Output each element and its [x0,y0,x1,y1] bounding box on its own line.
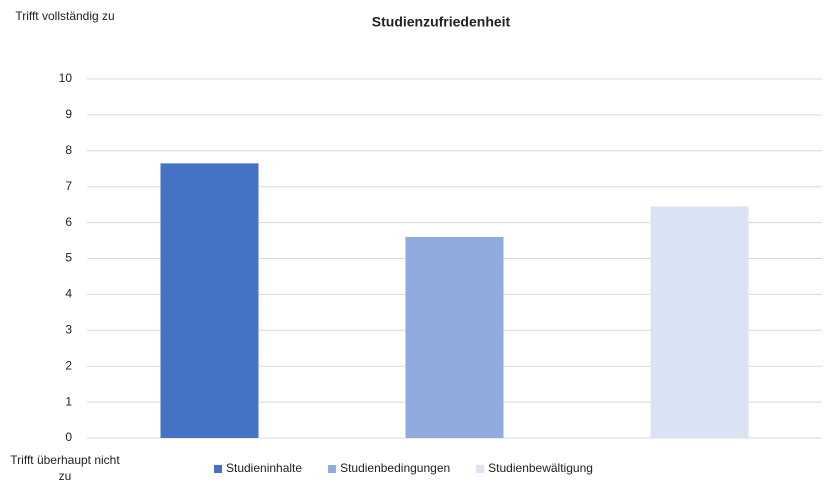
y-tick-label: 8 [65,143,72,157]
chart-title: Studienzufriedenheit [372,14,511,30]
y-tick-label: 4 [65,287,72,301]
y-bottom-label: Trifft überhaupt nicht zu [10,453,120,483]
legend-label: Studienbedingungen [340,461,450,475]
y-tick-label: 3 [65,322,72,336]
legend-swatch [214,465,222,473]
y-tick-label: 1 [65,394,72,408]
y-tick-label: 2 [65,358,72,372]
legend-label: Studienbewältigung [488,461,593,475]
bar [405,236,504,438]
legend-label: Studieninhalte [226,461,302,475]
y-tick-label: 6 [65,215,72,229]
y-tick-label: 5 [65,251,72,265]
legend-swatch [328,465,337,473]
legend-swatch [476,465,485,473]
y-tick-label: 9 [65,107,72,121]
y-top-label: Trifft vollständig zu [15,9,115,23]
y-tick-label: 7 [65,179,72,193]
bar [160,163,259,439]
y-tick-label: 10 [59,71,73,85]
bar [650,206,749,438]
y-tick-label: 0 [65,430,72,444]
